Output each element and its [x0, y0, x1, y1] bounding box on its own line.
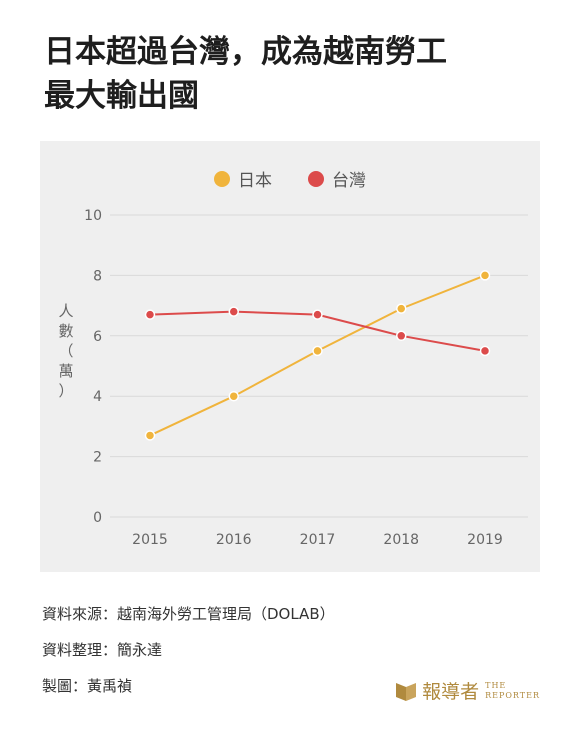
graphic-credit-text: 製圖：黃禹禎 [42, 677, 133, 695]
title-line-1: 日本超過台灣，成為越南勞工 [44, 34, 447, 70]
data-point-japan [144, 430, 156, 441]
data-point-taiwan [396, 330, 407, 342]
y-axis-label-char: 數 [58, 322, 74, 340]
y-axis-label-char: （ [58, 342, 74, 360]
logo-sub-line-2: REPORTER [485, 690, 540, 700]
legend-label-taiwan: 台灣 [332, 171, 366, 191]
logo-subtitle: THE REPORTER [485, 681, 540, 701]
data-point-japan [396, 303, 407, 314]
y-tick-label: 4 [93, 389, 102, 405]
chart-panel: 日本 台灣 人 數 （ 萬 ） 0 2 4 6 8 10 2015 2016 2017 2018 2… [40, 141, 540, 572]
data-point-japan [312, 345, 323, 357]
y-tick-label: 0 [93, 510, 102, 526]
y-tick-label: 10 [84, 208, 102, 224]
y-tick-label: 2 [93, 450, 102, 466]
y-tick-label: 6 [93, 329, 102, 345]
data-point-taiwan [312, 309, 323, 320]
y-axis-label-char: 人 [58, 302, 74, 320]
logo-name: 報導者 [422, 681, 480, 703]
page-title: 日本超過台灣，成為越南勞工 最大輸出國 [44, 30, 544, 118]
legend-marker-japan [214, 170, 230, 187]
data-point-japan [479, 270, 491, 281]
data-point-taiwan [228, 306, 239, 317]
legend-label-japan: 日本 [238, 171, 272, 191]
legend-item-taiwan[interactable]: 台灣 [308, 166, 366, 191]
line-chart: 0 2 4 6 8 10 2015 2016 2017 2018 2019 [84, 208, 528, 548]
x-tick-label: 2015 [132, 532, 168, 548]
title-line-2: 最大輸出國 [44, 78, 199, 114]
data-point-japan [228, 390, 239, 402]
x-tick-label: 2016 [216, 532, 252, 548]
y-tick-label: 8 [93, 268, 102, 284]
x-tick-label: 2018 [383, 532, 419, 548]
data-compiler-text: 資料整理：簡永達 [42, 641, 163, 659]
chart-legend: 日本 台灣 [40, 166, 540, 191]
data-source-text: 資料來源：越南海外勞工管理局（DOLAB） [42, 605, 335, 623]
y-axis-label-char: 萬 [58, 362, 74, 380]
y-axis-label-char: ） [58, 382, 74, 400]
data-point-taiwan [144, 309, 156, 320]
reporter-logo[interactable]: 報導者 THE REPORTER [396, 677, 540, 704]
y-axis-label: 人 數 （ 萬 ） [56, 301, 76, 401]
x-tick-label: 2019 [467, 532, 503, 548]
legend-marker-taiwan [308, 170, 324, 187]
book-icon [396, 682, 417, 701]
logo-sub-line-1: THE [485, 680, 507, 690]
data-point-taiwan [479, 345, 491, 357]
legend-item-japan[interactable]: 日本 [214, 166, 272, 191]
x-tick-label: 2017 [300, 532, 336, 548]
footer-credits: 資料來源：越南海外勞工管理局（DOLAB） 資料整理：簡永達 製圖：黃禹禎 [42, 603, 335, 711]
